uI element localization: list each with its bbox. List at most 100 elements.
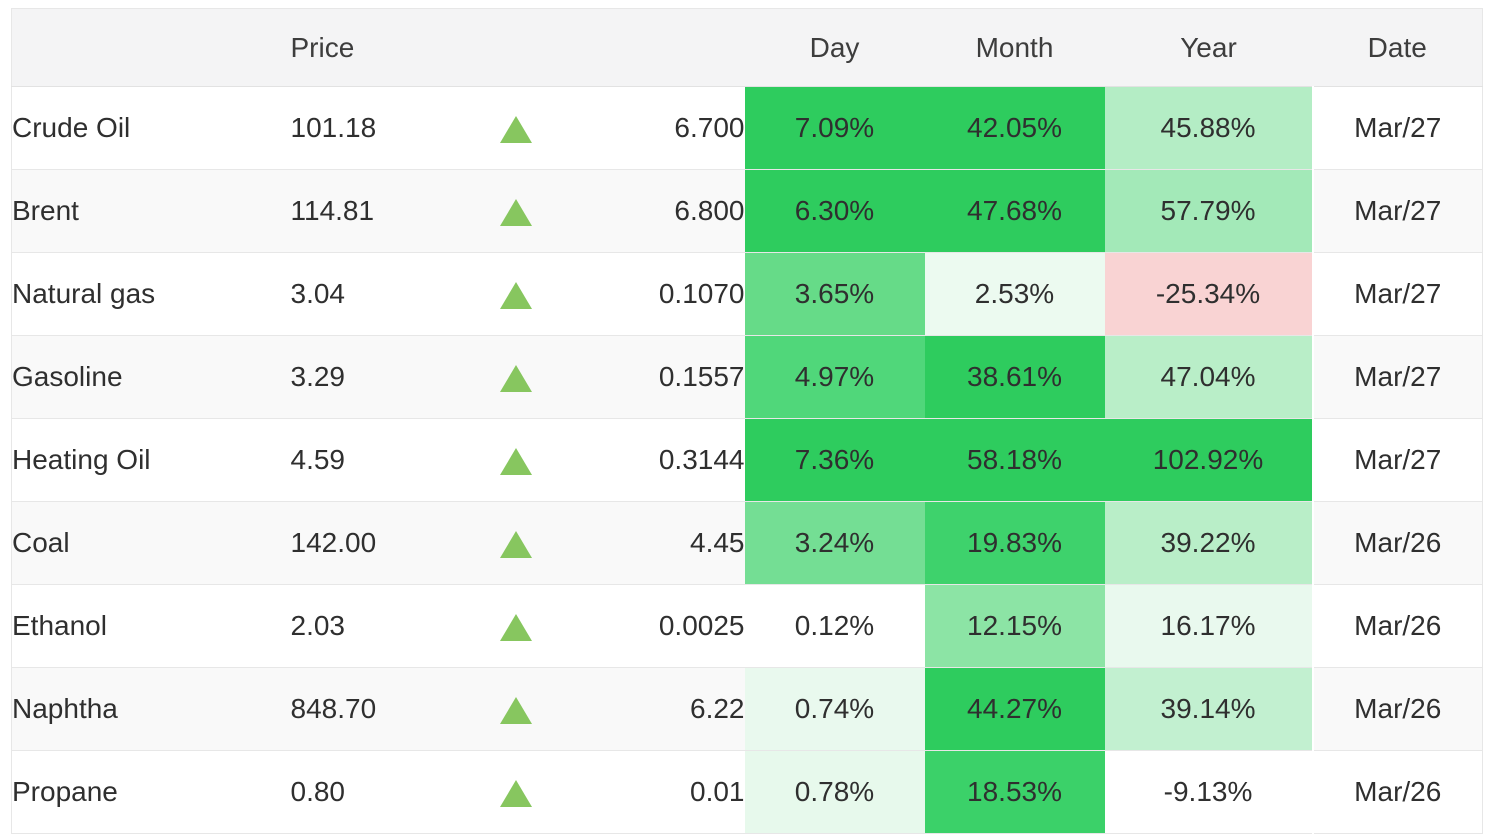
day-change-cell: 3.24% xyxy=(744,501,925,585)
day-change-cell: 7.09% xyxy=(744,86,925,170)
change-value-cell: 4.45 xyxy=(560,501,745,585)
commodities-price-table: Price Day Month Year Date Crude Oil 101.… xyxy=(11,8,1483,834)
day-change-cell: 0.12% xyxy=(744,584,925,668)
col-header-date: Date xyxy=(1312,8,1483,87)
change-value-cell: 6.22 xyxy=(560,667,745,751)
change-value-cell: 6.700 xyxy=(560,86,745,170)
year-change-cell: -9.13% xyxy=(1104,750,1313,834)
month-change-cell: 18.53% xyxy=(924,750,1105,834)
year-change-cell: 16.17% xyxy=(1104,584,1313,668)
year-change-cell: 45.88% xyxy=(1104,86,1313,170)
month-change-cell: 47.68% xyxy=(924,169,1105,253)
table-row-naphtha[interactable]: Naphtha 848.70 6.22 0.74% 44.27% 39.14% … xyxy=(11,667,1483,751)
date-cell: Mar/26 xyxy=(1311,501,1483,585)
up-arrow-icon xyxy=(499,614,532,642)
change-arrow-cell xyxy=(470,584,561,668)
col-header-price: Price xyxy=(290,8,471,87)
change-arrow-cell xyxy=(470,252,561,336)
date-cell: Mar/26 xyxy=(1311,584,1483,668)
commodity-name-cell[interactable]: Naphtha xyxy=(11,667,291,751)
table-row-ethanol[interactable]: Ethanol 2.03 0.0025 0.12% 12.15% 16.17% … xyxy=(11,584,1483,668)
year-change-cell: 39.22% xyxy=(1104,501,1313,585)
date-cell: Mar/27 xyxy=(1311,86,1483,170)
day-change-cell: 7.36% xyxy=(744,418,925,502)
change-arrow-cell xyxy=(470,335,561,419)
table-header-row: Price Day Month Year Date xyxy=(11,8,1483,87)
commodity-name-cell[interactable]: Gasoline xyxy=(11,335,291,419)
col-header-name xyxy=(11,8,291,87)
price-cell: 3.04 xyxy=(290,252,471,336)
month-change-cell: 38.61% xyxy=(924,335,1105,419)
month-change-cell: 2.53% xyxy=(924,252,1105,336)
col-header-year: Year xyxy=(1104,8,1313,87)
price-cell: 114.81 xyxy=(290,169,471,253)
date-cell: Mar/26 xyxy=(1311,750,1483,834)
commodity-name-cell[interactable]: Ethanol xyxy=(11,584,291,668)
year-change-cell: 57.79% xyxy=(1104,169,1313,253)
day-change-cell: 4.97% xyxy=(744,335,925,419)
table-row-natural-gas[interactable]: Natural gas 3.04 0.1070 3.65% 2.53% -25.… xyxy=(11,252,1483,336)
change-arrow-cell xyxy=(470,750,561,834)
day-change-cell: 3.65% xyxy=(744,252,925,336)
change-arrow-cell xyxy=(470,501,561,585)
col-header-change xyxy=(560,8,745,87)
col-header-month: Month xyxy=(924,8,1105,87)
date-cell: Mar/27 xyxy=(1311,418,1483,502)
change-value-cell: 0.0025 xyxy=(560,584,745,668)
commodity-name-cell[interactable]: Heating Oil xyxy=(11,418,291,502)
table-row-gasoline[interactable]: Gasoline 3.29 0.1557 4.97% 38.61% 47.04%… xyxy=(11,335,1483,419)
commodity-name-cell[interactable]: Propane xyxy=(11,750,291,834)
table-row-brent[interactable]: Brent 114.81 6.800 6.30% 47.68% 57.79% M… xyxy=(11,169,1483,253)
change-value-cell: 0.01 xyxy=(560,750,745,834)
up-arrow-icon xyxy=(499,697,532,725)
date-cell: Mar/26 xyxy=(1311,667,1483,751)
month-change-cell: 58.18% xyxy=(924,418,1105,502)
change-arrow-cell xyxy=(470,86,561,170)
month-change-cell: 12.15% xyxy=(924,584,1105,668)
table-row-coal[interactable]: Coal 142.00 4.45 3.24% 19.83% 39.22% Mar… xyxy=(11,501,1483,585)
year-change-cell: 39.14% xyxy=(1104,667,1313,751)
date-cell: Mar/27 xyxy=(1311,335,1483,419)
change-value-cell: 0.1070 xyxy=(560,252,745,336)
day-change-cell: 0.78% xyxy=(744,750,925,834)
day-change-cell: 0.74% xyxy=(744,667,925,751)
commodity-name-cell[interactable]: Coal xyxy=(11,501,291,585)
commodity-name-cell[interactable]: Crude Oil xyxy=(11,86,291,170)
up-arrow-icon xyxy=(499,116,532,144)
up-arrow-icon xyxy=(499,531,532,559)
table-row-heating-oil[interactable]: Heating Oil 4.59 0.3144 7.36% 58.18% 102… xyxy=(11,418,1483,502)
date-cell: Mar/27 xyxy=(1311,252,1483,336)
year-change-cell: 47.04% xyxy=(1104,335,1313,419)
price-cell: 3.29 xyxy=(290,335,471,419)
table-row-crude-oil[interactable]: Crude Oil 101.18 6.700 7.09% 42.05% 45.8… xyxy=(11,86,1483,170)
table-row-propane[interactable]: Propane 0.80 0.01 0.78% 18.53% -9.13% Ma… xyxy=(11,750,1483,834)
up-arrow-icon xyxy=(499,448,532,476)
change-arrow-cell xyxy=(470,418,561,502)
up-arrow-icon xyxy=(499,780,532,808)
change-arrow-cell xyxy=(470,667,561,751)
change-value-cell: 0.1557 xyxy=(560,335,745,419)
price-cell: 101.18 xyxy=(290,86,471,170)
month-change-cell: 19.83% xyxy=(924,501,1105,585)
price-cell: 2.03 xyxy=(290,584,471,668)
commodity-name-cell[interactable]: Brent xyxy=(11,169,291,253)
price-cell: 142.00 xyxy=(290,501,471,585)
up-arrow-icon xyxy=(499,199,532,227)
col-header-arrow xyxy=(470,8,561,87)
col-header-day: Day xyxy=(744,8,925,87)
change-value-cell: 6.800 xyxy=(560,169,745,253)
price-cell: 4.59 xyxy=(290,418,471,502)
month-change-cell: 42.05% xyxy=(924,86,1105,170)
day-change-cell: 6.30% xyxy=(744,169,925,253)
price-cell: 0.80 xyxy=(290,750,471,834)
change-arrow-cell xyxy=(470,169,561,253)
month-change-cell: 44.27% xyxy=(924,667,1105,751)
date-cell: Mar/27 xyxy=(1311,169,1483,253)
year-change-cell: 102.92% xyxy=(1104,418,1313,502)
year-change-cell: -25.34% xyxy=(1104,252,1313,336)
up-arrow-icon xyxy=(499,365,532,393)
change-value-cell: 0.3144 xyxy=(560,418,745,502)
price-cell: 848.70 xyxy=(290,667,471,751)
commodity-name-cell[interactable]: Natural gas xyxy=(11,252,291,336)
up-arrow-icon xyxy=(499,282,532,310)
